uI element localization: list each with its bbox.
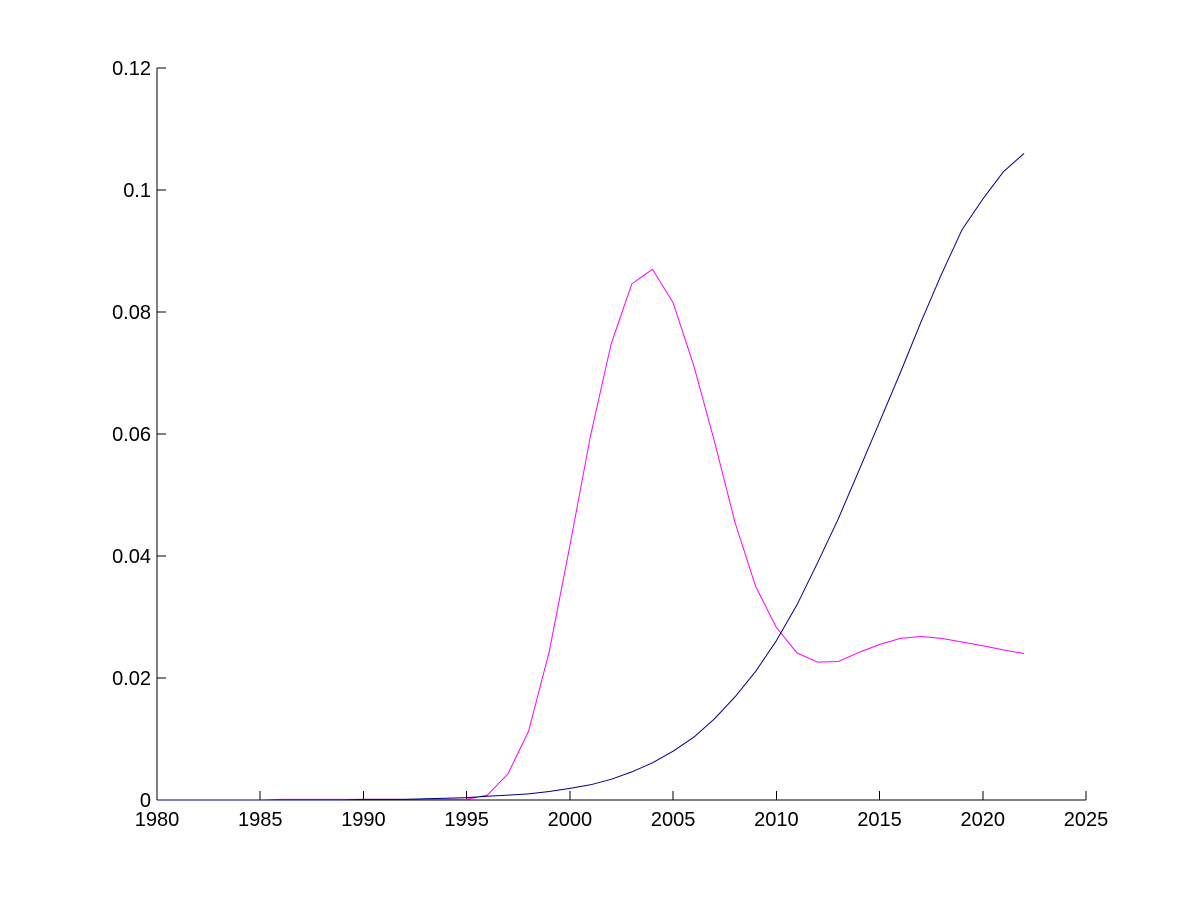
x-tick-label: 2000	[548, 809, 593, 831]
series-layer	[157, 153, 1025, 801]
y-tick-label: 0.1	[123, 180, 151, 202]
y-tick-label: 0.08	[112, 302, 151, 324]
y-tick-label: 0.06	[112, 424, 151, 446]
axes	[156, 68, 1086, 801]
x-tick-label: 2015	[857, 809, 902, 831]
y-axis-ticks: 0 0.02 0.04 0.06 0.08 0.1 0.12	[112, 58, 166, 812]
x-tick-label: 2005	[651, 809, 696, 831]
y-tick-label: 0.02	[112, 668, 151, 690]
x-tick-label: 2010	[754, 809, 799, 831]
x-tick-label: 1995	[444, 809, 489, 831]
x-axis-ticks: 1980 1985 1990 1995 2000 2005 2010 2015 2020 2025	[135, 791, 1109, 831]
y-tick-label: 0	[140, 790, 151, 812]
x-tick-label: 1985	[238, 809, 283, 831]
y-tick-label: 0.04	[112, 546, 151, 568]
x-tick-label: 1990	[341, 809, 386, 831]
x-tick-label: 1980	[135, 809, 180, 831]
series-line-1	[157, 268, 1025, 801]
y-tick-label: 0.12	[112, 58, 151, 80]
x-tick-label: 2020	[961, 809, 1006, 831]
x-tick-label: 2025	[1064, 809, 1109, 831]
series-line-2	[157, 153, 1025, 801]
